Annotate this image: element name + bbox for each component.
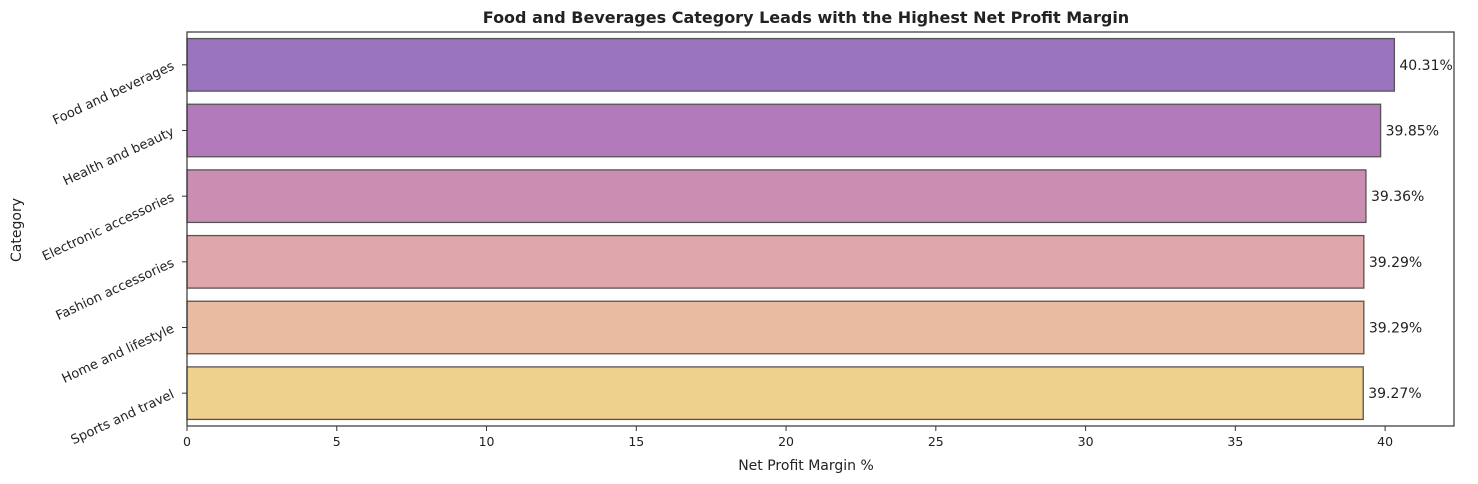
y-tick-label: Home and lifestyle: [60, 322, 177, 387]
y-axis-label: Category: [9, 198, 25, 262]
y-tick-label: Food and beverages: [51, 59, 177, 129]
data-label: 39.29%: [1369, 321, 1422, 337]
x-tick-label: 15: [628, 434, 644, 449]
x-axis-ticks: 0 5 10 15 20 25 30 35 40: [183, 426, 1393, 449]
bar-home-and-lifestyle: [186, 300, 1365, 355]
bar-electronic-accessories: [186, 169, 1367, 224]
bar-sports-and-travel: [186, 366, 1364, 421]
x-tick-label: 0: [183, 434, 191, 449]
x-tick-label: 10: [479, 434, 495, 449]
data-label: 40.31%: [1399, 58, 1452, 74]
data-label: 39.85%: [1386, 124, 1439, 140]
y-tick-label: Sports and travel: [69, 387, 177, 448]
x-tick-label: 30: [1078, 434, 1094, 449]
chart-title: Food and Beverages Category Leads with t…: [483, 8, 1129, 27]
x-axis-label: Net Profit Margin %: [738, 458, 874, 474]
x-tick-label: 5: [333, 434, 341, 449]
bar-health-and-beauty: [186, 103, 1382, 158]
bars-group: [186, 37, 1396, 421]
data-label: 39.36%: [1371, 189, 1424, 205]
x-tick-label: 35: [1227, 434, 1243, 449]
data-labels-group: 40.31% 39.85% 39.36% 39.29% 39.29% 39.27%: [1368, 58, 1453, 402]
y-tick-label: Electronic accessories: [40, 190, 177, 264]
bar-food-and-beverages: [186, 37, 1396, 92]
data-label: 39.29%: [1369, 255, 1422, 271]
x-tick-label: 40: [1377, 434, 1393, 449]
x-tick-label: 20: [778, 434, 794, 449]
data-label: 39.27%: [1368, 386, 1421, 402]
plot-frame: [186, 31, 1455, 427]
x-tick-label: 25: [928, 434, 944, 449]
y-tick-label: Health and beauty: [61, 124, 177, 189]
bar-fashion-accessories: [186, 234, 1365, 289]
y-tick-label: Fashion accessories: [54, 256, 177, 324]
